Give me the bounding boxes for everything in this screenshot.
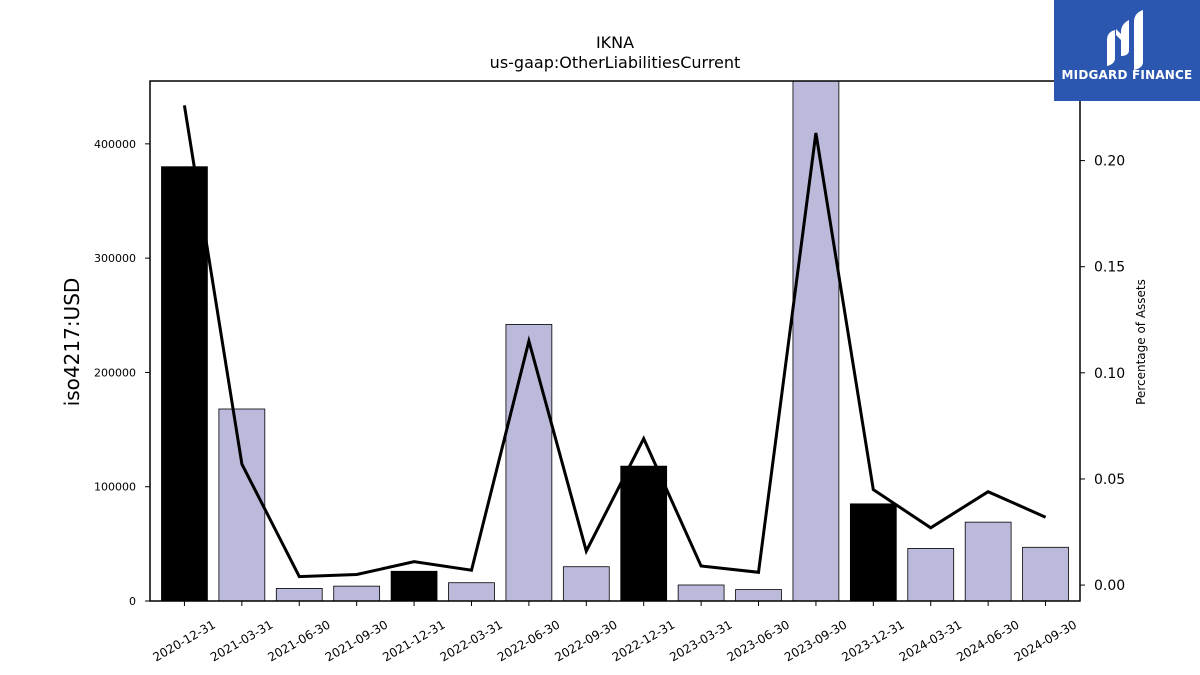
y-tick-label: 100000	[94, 481, 136, 494]
bar-2020-12-31	[161, 166, 208, 602]
x-tick-label: 2023-12-31	[839, 617, 906, 664]
bar-2023-03-31	[677, 584, 725, 602]
x-tick-label: 2022-03-31	[438, 617, 505, 664]
bar-2021-03-31	[218, 408, 266, 602]
y-tick-label: 0	[129, 595, 136, 608]
y2-ticks: 0.00 0.05 0.10 0.15 0.20	[1080, 154, 1125, 594]
x-tick-label: 2021-09-30	[323, 617, 390, 664]
x-tick-label: 2023-06-30	[725, 617, 792, 664]
bar-2021-09-30	[333, 585, 381, 602]
x-tick-label: 2021-12-31	[380, 617, 447, 664]
y-axis-label: iso4217:USD	[60, 278, 84, 407]
bars-group	[161, 80, 1069, 602]
y2-tick-label: 0.15	[1094, 260, 1125, 276]
x-tick-label: 2023-03-31	[667, 617, 734, 664]
bar-2024-06-30	[964, 521, 1012, 602]
chart-title: IKNA	[596, 33, 634, 52]
x-tick-label: 2022-12-31	[610, 617, 677, 664]
bar-2024-03-31	[907, 548, 955, 602]
y2-tick-label: 0.00	[1094, 578, 1125, 594]
bar-2022-12-31	[620, 465, 668, 602]
bar-2023-06-30	[735, 589, 782, 602]
bar-2023-09-30	[792, 80, 840, 602]
y2-tick-label: 0.10	[1094, 366, 1125, 382]
x-tick-label: 2021-06-30	[265, 617, 332, 664]
x-tick-label: 2022-06-30	[495, 617, 562, 664]
x-ticks: 2020-12-312021-03-312021-06-302021-09-30…	[150, 601, 1079, 664]
percentage-line	[182, 105, 1047, 579]
y-tick-label: 400000	[94, 138, 136, 151]
logo-mark-icon	[1107, 10, 1143, 70]
line-group	[182, 105, 1047, 579]
brand-logo: MIDGARD FINANCE	[1054, 0, 1200, 101]
bar-2024-09-30	[1022, 546, 1069, 602]
chart-subtitle: us-gaap:OtherLiabilitiesCurrent	[490, 53, 741, 72]
y-tick-label: 200000	[94, 366, 136, 379]
y2-tick-label: 0.20	[1094, 154, 1125, 170]
x-tick-label: 2022-09-30	[552, 617, 619, 664]
bar-2023-12-31	[849, 503, 897, 602]
y2-axis-label: Percentage of Assets	[1134, 279, 1148, 405]
plot-frame	[149, 80, 1081, 602]
y-ticks: 0 100000 200000 300000 400000	[94, 138, 150, 608]
bar-2022-09-30	[562, 566, 610, 602]
y-tick-label: 300000	[94, 252, 136, 265]
x-tick-label: 2020-12-31	[150, 617, 217, 664]
x-tick-label: 2021-03-31	[208, 617, 275, 664]
x-tick-label: 2024-06-30	[954, 617, 1021, 664]
x-tick-label: 2024-03-31	[897, 617, 964, 664]
x-tick-label: 2024-09-30	[1012, 617, 1079, 664]
brand-name: MIDGARD FINANCE	[1061, 68, 1193, 82]
y2-tick-label: 0.05	[1094, 472, 1125, 488]
bar-2022-06-30	[505, 324, 553, 602]
bar-2021-06-30	[275, 588, 323, 602]
bar-2021-12-31	[390, 570, 438, 602]
bar-2022-03-31	[448, 582, 495, 602]
x-tick-label: 2023-09-30	[782, 617, 849, 664]
